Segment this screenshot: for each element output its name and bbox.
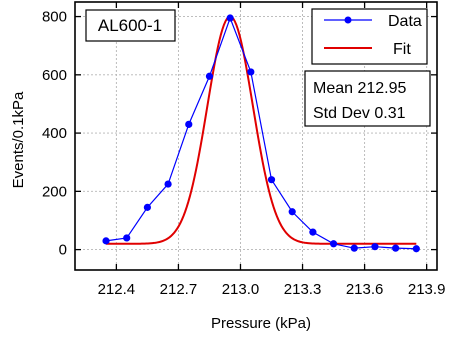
data-point xyxy=(123,234,131,242)
legend-data-marker xyxy=(344,16,352,24)
x-axis-label: Pressure (kPa) xyxy=(211,315,311,332)
data-point xyxy=(371,243,379,251)
x-tick-label: 213.3 xyxy=(284,281,322,298)
x-tick-label: 212.7 xyxy=(160,281,198,298)
stats-stddev: Std Dev 0.31 xyxy=(313,105,406,122)
data-series xyxy=(102,14,420,253)
data-point xyxy=(392,244,400,252)
legend: Data Fit xyxy=(311,8,428,65)
plot-frame xyxy=(74,1,438,271)
x-tick-label: 213.0 xyxy=(222,281,260,298)
data-point xyxy=(185,120,193,128)
grid-lines xyxy=(75,2,437,270)
data-point xyxy=(143,203,151,211)
y-tick-label: 800 xyxy=(42,9,67,26)
data-point xyxy=(205,72,214,80)
legend-data-label: Data xyxy=(388,13,422,30)
data-point xyxy=(329,240,338,248)
data-point xyxy=(309,228,317,236)
axis-ticks: 212.4 212.7 213.0 213.3 213.6 213.9 0 200 400 600… xyxy=(42,2,445,298)
title-box: AL600-1 xyxy=(85,9,176,42)
y-tick-label: 200 xyxy=(42,183,67,200)
legend-fit-label: Fit xyxy=(393,41,411,58)
x-tick-label: 213.6 xyxy=(346,281,384,298)
fit-series xyxy=(106,15,417,245)
title-box-label: AL600-1 xyxy=(98,16,162,35)
data-point xyxy=(267,176,276,184)
y-axis-label: Events/0.1kPa xyxy=(10,91,27,188)
data-point xyxy=(412,245,420,253)
y-tick-label: 600 xyxy=(42,67,67,84)
x-tick-label: 213.9 xyxy=(408,281,446,298)
fit-curve xyxy=(106,15,417,245)
data-point xyxy=(164,180,172,188)
data-point xyxy=(226,14,234,22)
y-tick-label: 0 xyxy=(59,242,67,259)
data-point xyxy=(350,244,358,252)
data-point xyxy=(247,68,255,76)
data-line xyxy=(105,16,417,250)
stats-mean: Mean 212.95 xyxy=(313,80,407,97)
y-tick-label: 400 xyxy=(42,125,67,142)
data-point xyxy=(102,237,110,245)
stats-box: Mean 212.95 Std Dev 0.31 xyxy=(304,70,431,127)
x-tick-label: 212.4 xyxy=(98,281,136,298)
data-point xyxy=(288,208,296,216)
